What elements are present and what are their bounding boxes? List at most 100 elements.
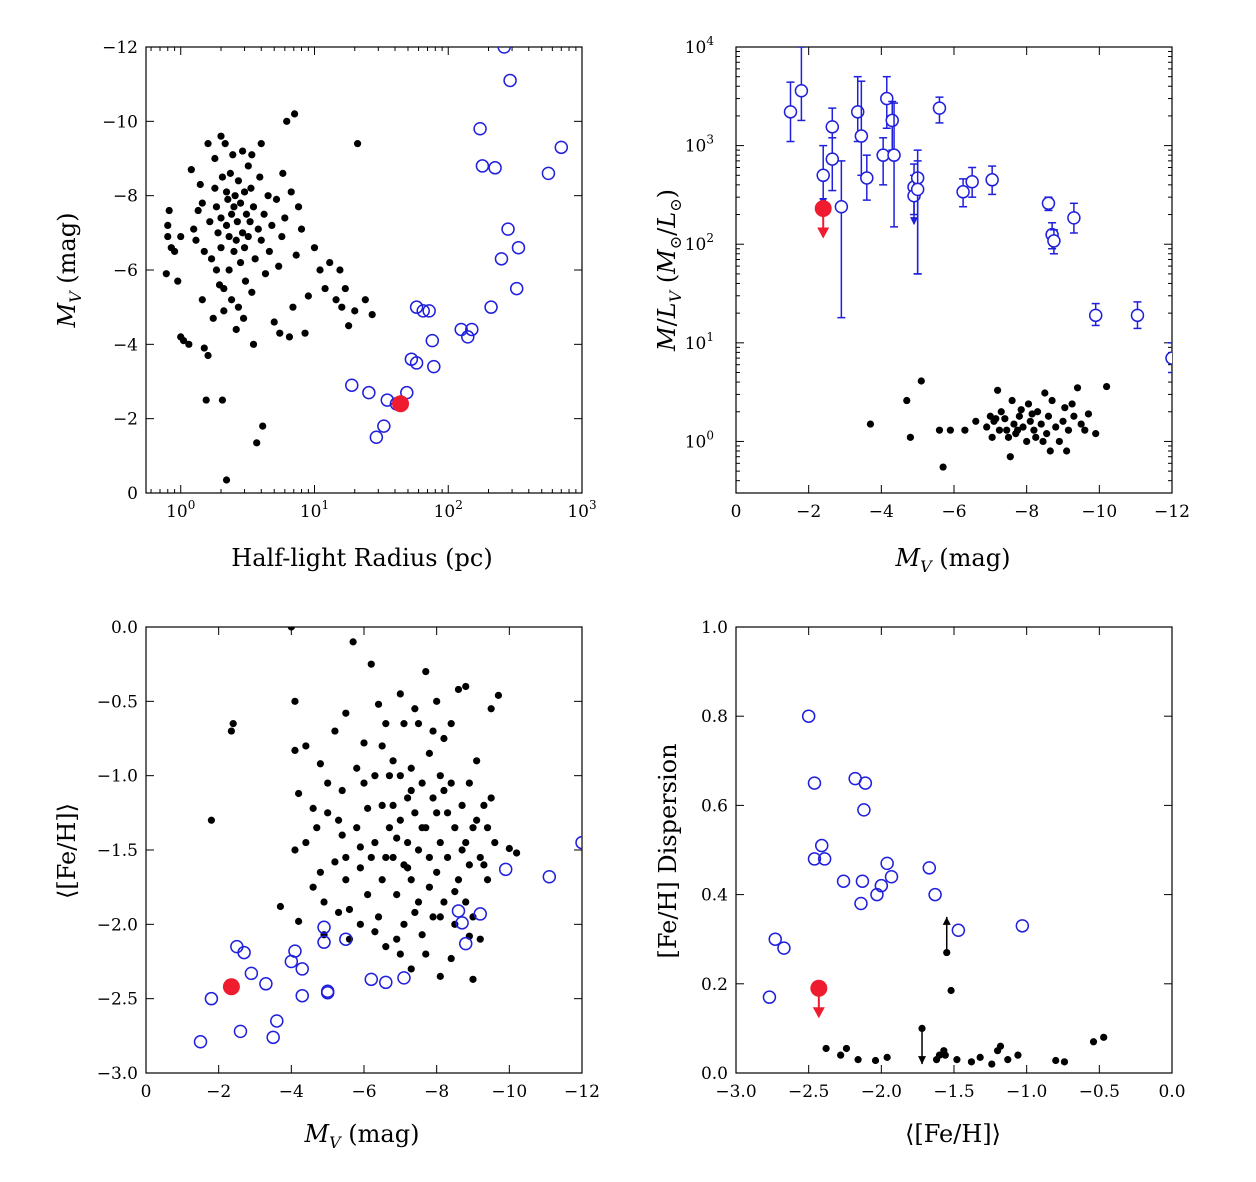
black-point xyxy=(378,801,386,810)
black-point xyxy=(407,965,415,973)
blue-open-point xyxy=(554,140,569,155)
black-point xyxy=(211,154,219,163)
data-points xyxy=(762,709,1108,1068)
black-point xyxy=(265,247,273,256)
black-point xyxy=(361,296,369,304)
black-point xyxy=(451,824,459,832)
black-point xyxy=(276,902,285,911)
black-point xyxy=(436,838,444,847)
black-point xyxy=(447,720,455,728)
black-point xyxy=(822,1044,830,1053)
black-point xyxy=(164,221,172,229)
x-tick-label: −6 xyxy=(941,502,966,522)
y-tick-label: −8 xyxy=(113,187,138,207)
red-point xyxy=(814,200,832,218)
black-point xyxy=(345,322,353,330)
blue-open-point xyxy=(857,803,871,817)
data-points xyxy=(783,47,1172,471)
data-points xyxy=(193,627,582,1049)
blue-open-point xyxy=(783,105,798,119)
black-point xyxy=(1059,417,1067,425)
y-tick-label: −2.0 xyxy=(97,915,138,935)
x-tick-label: 0 xyxy=(731,502,742,522)
blue-open-point xyxy=(928,887,942,902)
black-point xyxy=(338,786,346,795)
black-point xyxy=(232,236,240,244)
black-point xyxy=(240,188,249,196)
black-point xyxy=(513,849,521,857)
black-point xyxy=(871,1056,880,1065)
black-point xyxy=(313,824,321,832)
blue-open-point xyxy=(836,874,851,888)
black-point xyxy=(187,166,195,174)
black-point xyxy=(192,236,200,244)
black-point xyxy=(217,214,225,222)
black-point xyxy=(458,846,466,854)
black-point xyxy=(1006,453,1014,461)
black-point xyxy=(283,117,291,125)
black-point xyxy=(244,162,252,170)
blue-open-point xyxy=(259,977,273,991)
blue-open-point xyxy=(369,430,384,444)
x-tick-label: −6 xyxy=(351,1082,376,1102)
blue-open-point xyxy=(484,300,498,314)
black-point xyxy=(230,247,238,256)
data-points xyxy=(162,47,569,484)
black-point xyxy=(967,1058,976,1066)
panel-2-ylabel: M/LV (M⊙/L⊙) xyxy=(653,189,685,352)
red-upper-limit-arrowhead xyxy=(812,1007,825,1019)
black-point xyxy=(281,214,289,222)
black-point xyxy=(465,861,473,869)
black-point xyxy=(458,801,466,810)
x-tick-label: 101 xyxy=(300,498,329,522)
black-point xyxy=(353,764,361,772)
black-point xyxy=(447,779,455,787)
blue-open-point xyxy=(320,984,335,998)
black-point xyxy=(198,296,206,304)
black-point xyxy=(995,426,1004,434)
black-point xyxy=(961,426,969,434)
black-point xyxy=(422,950,430,958)
blue-open-point xyxy=(455,916,469,930)
y-tick-label: −0.5 xyxy=(97,692,138,712)
black-point xyxy=(1001,415,1009,423)
black-point xyxy=(1044,412,1053,420)
x-tick-label: −1.5 xyxy=(933,1082,974,1102)
blue-open-point xyxy=(542,870,557,884)
black-point xyxy=(436,913,444,921)
blue-open-point xyxy=(511,240,526,255)
x-tick-label: 102 xyxy=(434,498,463,522)
blue-open-point xyxy=(317,920,331,935)
black-point xyxy=(218,396,227,404)
black-point xyxy=(368,311,376,319)
black-point xyxy=(400,720,408,728)
black-point xyxy=(272,195,281,203)
blue-open-point xyxy=(932,101,947,115)
black-point xyxy=(231,192,239,200)
black-point xyxy=(1032,433,1040,441)
black-point xyxy=(222,221,231,229)
blue-open-point xyxy=(317,935,331,949)
y-tick-label: −1.0 xyxy=(97,767,138,787)
black-point xyxy=(393,891,401,899)
black-point xyxy=(935,1051,944,1059)
blue-open-point xyxy=(416,304,430,318)
x-tick-label: −12 xyxy=(564,1082,600,1102)
black-point xyxy=(1004,1056,1012,1064)
black-point xyxy=(371,928,379,936)
y-tick-label: 1.0 xyxy=(701,618,728,638)
black-point xyxy=(396,816,404,824)
black-point xyxy=(480,801,488,810)
blue-open-point xyxy=(922,861,937,875)
black-point xyxy=(207,816,215,824)
panel-1-xlabel: Half-light Radius (pc) xyxy=(231,544,492,572)
blue-open-point xyxy=(870,887,884,902)
blue-open-point xyxy=(1041,196,1056,211)
black-point xyxy=(230,203,238,211)
black-point xyxy=(1060,1058,1069,1066)
panel-4-xlabel: ⟨[Fe/H]⟩ xyxy=(905,1120,1001,1148)
black-point xyxy=(939,463,947,471)
blue-open-point xyxy=(575,835,582,850)
blue-open-point xyxy=(270,1014,284,1028)
black-point xyxy=(1023,437,1031,446)
